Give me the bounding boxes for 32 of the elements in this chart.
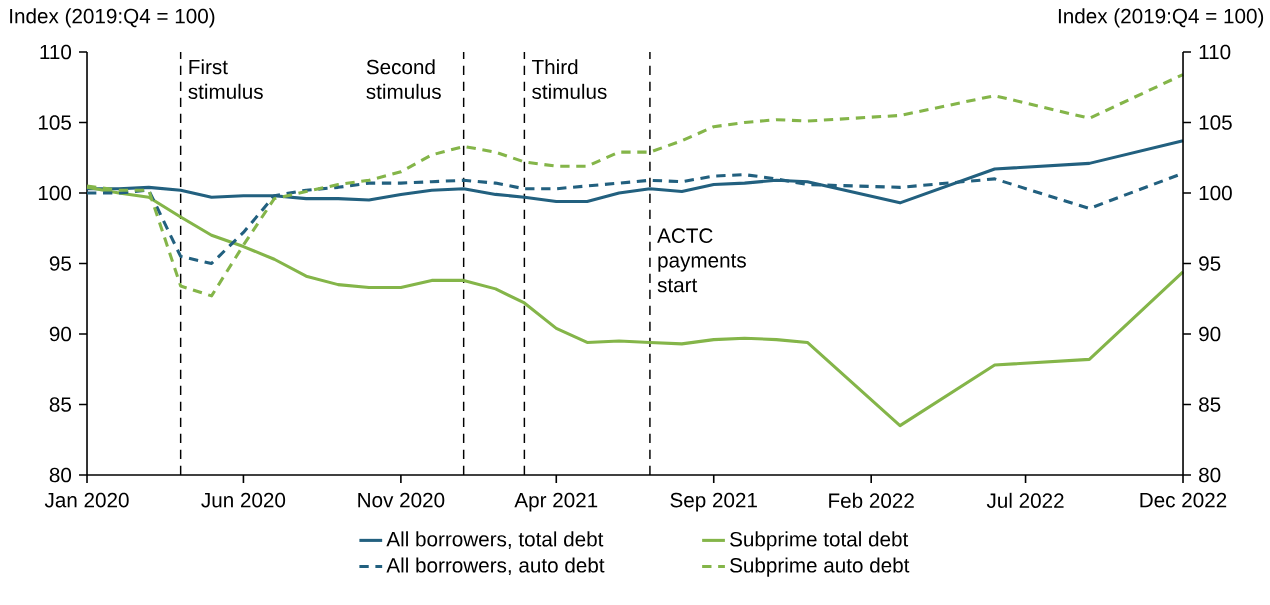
- y-axis-title: Index (2019:Q4 = 100): [10, 8, 215, 28]
- y-tick-label: 110: [40, 44, 72, 60]
- x-tick-label: Jan 2020: [44, 492, 129, 508]
- x-tick-label: Nov 2020: [358, 492, 445, 508]
- y2-tick-label: 90: [1199, 326, 1221, 342]
- ref-line-label: First stimulus: [188, 59, 263, 99]
- y-tick-label: 90: [49, 326, 72, 342]
- y2-tick-label: 85: [1199, 397, 1221, 412]
- y2-tick-label: 100: [1199, 185, 1232, 201]
- y2-tick-label: 95: [1199, 256, 1221, 271]
- legend-label: All borrowers, auto debt: [386, 557, 605, 576]
- x-tick-label: Apr 2021: [514, 492, 598, 512]
- ref-line-label: Third stimulus: [532, 59, 607, 99]
- y-tick-label: 105: [38, 115, 71, 130]
- x-tick-label: Jul 2022: [986, 492, 1064, 508]
- y2-axis-title: Index (2019:Q4 = 100): [1058, 8, 1264, 28]
- y2-tick-label: 110: [1199, 44, 1231, 60]
- x-tick-label: Sep 2021: [670, 492, 757, 512]
- x-tick-label: Jun 2020: [201, 492, 286, 508]
- y-tick-label: 80: [49, 467, 72, 483]
- legend-label: Subprime total debt: [730, 531, 909, 551]
- legend-label: All borrowers, total debt: [386, 531, 604, 549]
- y2-tick-label: 105: [1199, 115, 1232, 130]
- legend-label: Subprime auto debt: [730, 557, 910, 577]
- x-tick-label: Dec 2022: [1140, 492, 1227, 508]
- y-tick-label: 100: [38, 185, 72, 201]
- y2-tick-label: 80: [1199, 467, 1221, 483]
- x-tick-label: Feb 2022: [829, 492, 914, 508]
- ref-line-label: Second stimulus: [366, 59, 441, 99]
- y-tick-label: 85: [49, 397, 71, 412]
- y-tick-label: 95: [49, 256, 71, 271]
- ref-line-label: ACTC payments start: [657, 228, 746, 293]
